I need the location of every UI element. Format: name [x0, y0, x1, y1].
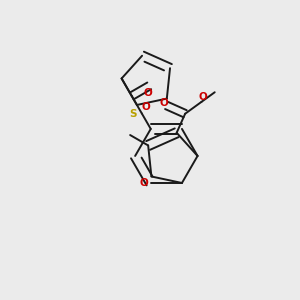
Text: O: O	[143, 88, 152, 98]
Text: O: O	[140, 178, 149, 188]
Text: O: O	[159, 98, 168, 108]
Text: O: O	[199, 92, 207, 102]
Text: S: S	[129, 109, 137, 118]
Text: O: O	[141, 102, 150, 112]
